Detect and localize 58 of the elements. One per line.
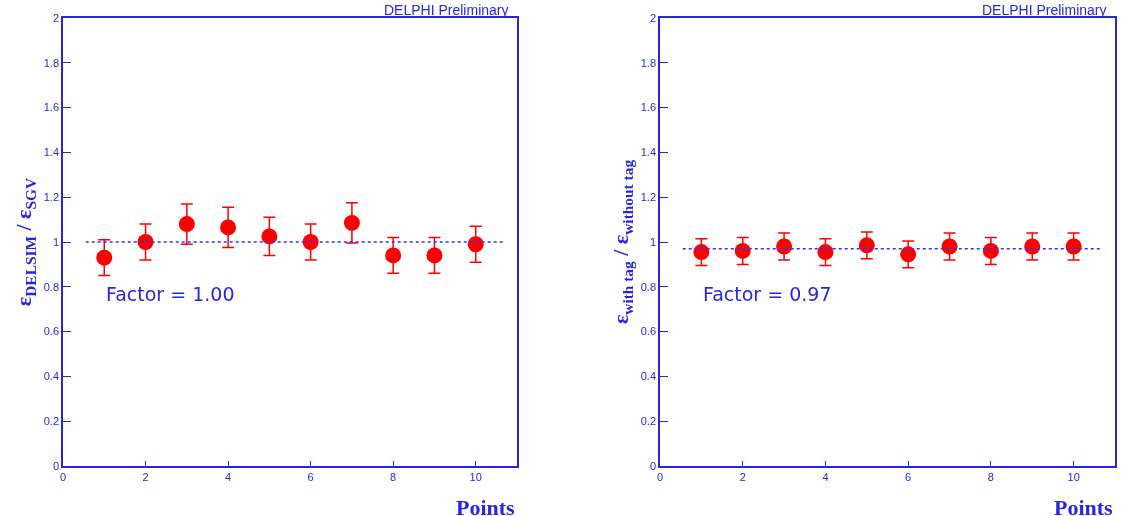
point: [178, 216, 195, 233]
point: [900, 246, 917, 263]
point: [96, 249, 113, 266]
x-tick-label: 4: [225, 470, 232, 483]
y-tick-label: 1.8: [640, 56, 657, 69]
point: [858, 237, 875, 254]
x-tick-label: 10: [1067, 470, 1080, 483]
point: [220, 219, 237, 236]
annotation: DELPHI Preliminary: [982, 2, 1107, 18]
y-tick-label: 0.2: [640, 415, 657, 428]
point: [426, 247, 443, 264]
x-tick-label: 8: [390, 470, 397, 483]
y-tick-label: 1: [649, 235, 657, 248]
x-tick-label: 2: [142, 470, 149, 483]
x-tick-label: 4: [822, 470, 829, 483]
point: [1024, 238, 1041, 255]
x-tick-label: 2: [739, 470, 746, 483]
y-tick-label: 0.6: [640, 325, 657, 338]
y-tick-label: 0.2: [43, 415, 60, 428]
point: [776, 238, 793, 255]
y-tick-label: 0.4: [43, 370, 60, 383]
x-tick-label: 10: [469, 470, 482, 483]
point: [817, 244, 834, 261]
point: [137, 234, 154, 250]
y-tick-label: 1.2: [43, 191, 60, 204]
y-tick-label: 0: [52, 459, 60, 472]
y-tick-label: 2: [52, 11, 60, 24]
point: [302, 234, 319, 250]
x-axis-title: Points: [456, 495, 516, 516]
annotation: Factor = 0.97: [703, 283, 832, 305]
point: [385, 247, 402, 264]
point: [734, 242, 751, 259]
y-tick-label: 1.4: [640, 146, 657, 159]
y-tick-label: 1.4: [43, 146, 60, 159]
y-tick-label: 1: [52, 235, 60, 248]
x-axis-title: Points: [1054, 495, 1114, 516]
y-tick-label: 0: [649, 459, 657, 472]
y-tick-label: 1.6: [640, 101, 657, 114]
y-tick-label: 1.2: [640, 191, 657, 204]
x-tick-label: 8: [987, 470, 994, 483]
point: [343, 214, 360, 231]
x-tick-label: 6: [307, 470, 314, 483]
y-tick-label: 0.8: [640, 280, 657, 293]
point: [467, 236, 484, 253]
point: [693, 244, 710, 261]
y-tick-label: 1.8: [43, 56, 60, 69]
x-tick-label: 6: [905, 470, 912, 483]
point: [941, 238, 958, 255]
y-tick-label: 0.8: [43, 280, 60, 293]
annotation: DELPHI Preliminary: [384, 2, 509, 18]
y-tick-label: 2: [649, 11, 657, 24]
y-tick-label: 1.6: [43, 101, 60, 114]
y-tick-label: 0.4: [640, 370, 657, 383]
y-tick-label: 0.6: [43, 325, 60, 338]
point: [261, 228, 278, 245]
annotation: Factor = 1.00: [106, 283, 235, 305]
point: [982, 242, 999, 259]
point: [1065, 238, 1082, 255]
